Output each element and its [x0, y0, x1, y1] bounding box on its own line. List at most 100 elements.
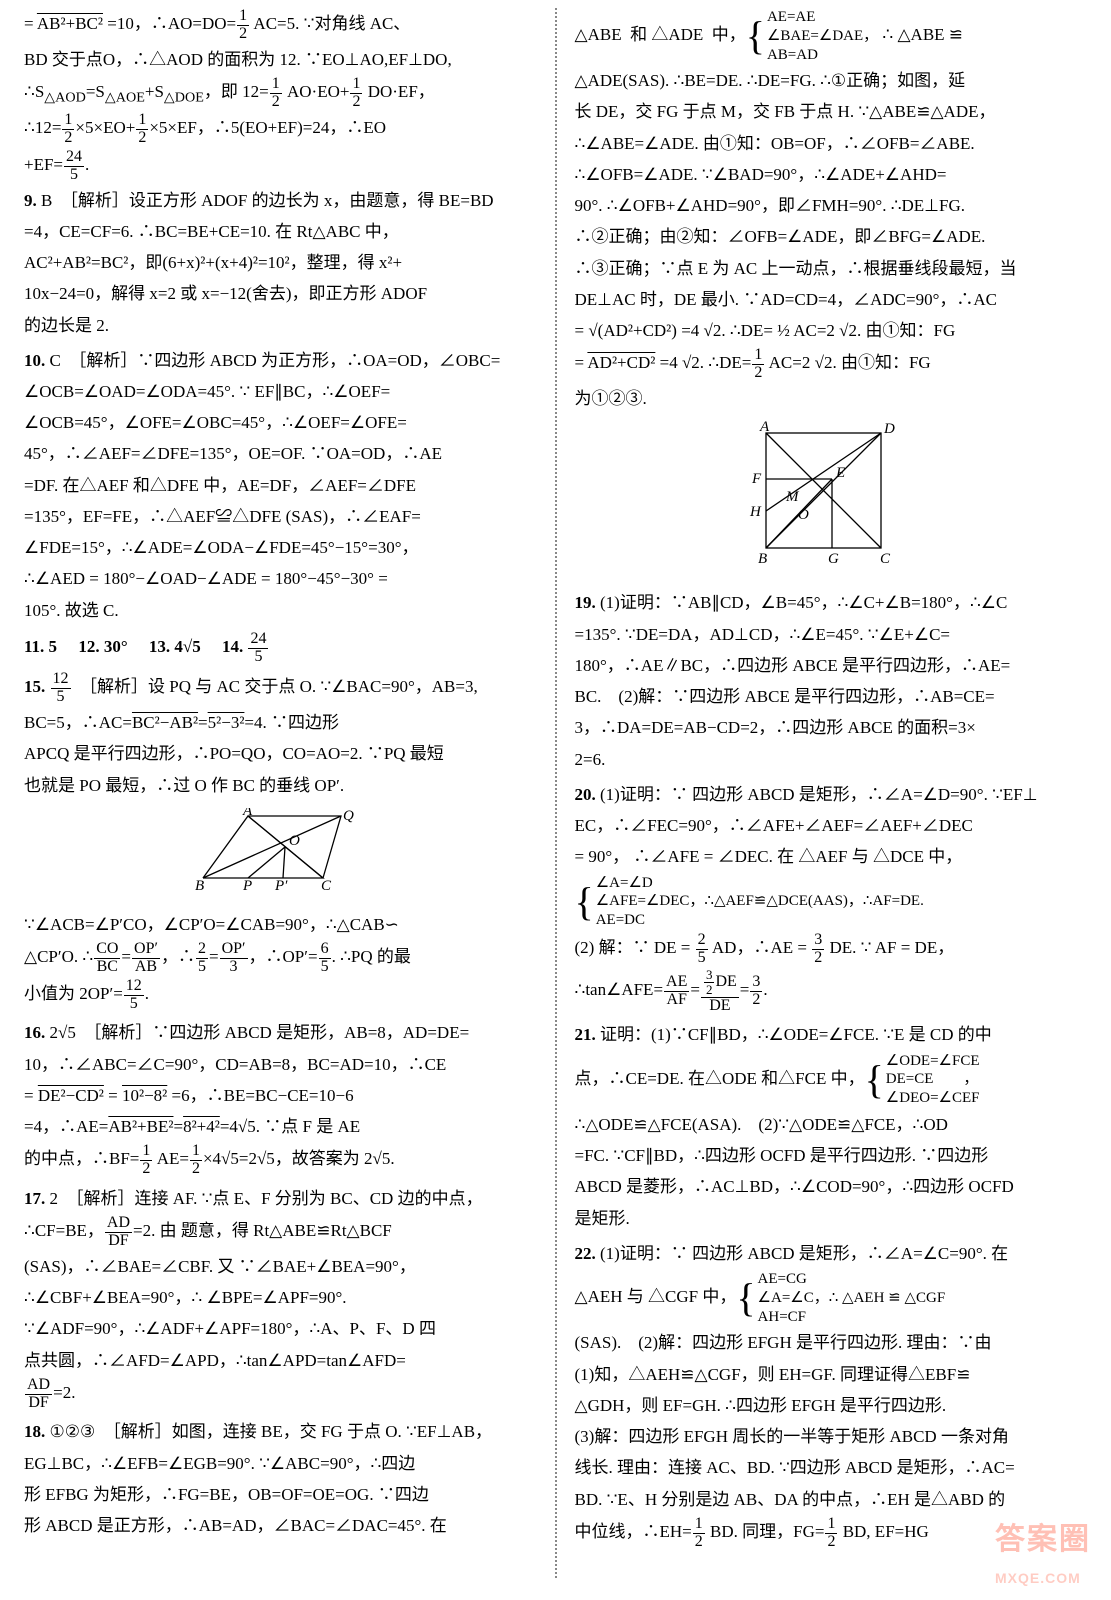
- q11-14: 11. 5 12. 30° 13. 4√5 14. 245: [24, 631, 537, 666]
- q21: 21. 证明：(1)∵CF∥BD，∴∠ODE=∠FCE. ∵E 是 CD 的中 …: [575, 1020, 1088, 1232]
- line: BC. (2)解：∵四边形 ABCE 是平行四边形，∴AB=CE=: [575, 682, 1088, 711]
- line: = 90°， ∴∠AFE = ∠DEC. 在 △AEF 与 △DCE 中，: [575, 842, 1088, 871]
- line: ∵四边形 ABCD 是矩形，AB=8，AD=DE=: [152, 1023, 469, 1042]
- line: 连接 AF. ∵点 E、F 分别为 BC、CD 边的中点，: [135, 1189, 483, 1208]
- line: = √(AD²+CD²) =4 √2. ∴DE= ½ AC=2 √2. 由①知：…: [575, 316, 1088, 345]
- q13: 13. 4√5: [149, 637, 201, 656]
- qnum: 18.: [24, 1422, 45, 1441]
- cont18-line: △ABE 和 △ADE 中，{AE=AE∠BAE=∠DAE，AB=AD ∴ △A…: [575, 8, 1088, 64]
- svg-text:B: B: [195, 878, 204, 893]
- qnum: 17.: [24, 1189, 45, 1208]
- line: 线长. 理由：连接 AC、BD. ∵四边形 ABCD 是矩形，∴AC=: [575, 1453, 1088, 1482]
- answer: B: [41, 191, 52, 210]
- line: (SAS). (2)解：四边形 EFGH 是平行四边形. 理由：∵由: [575, 1328, 1088, 1357]
- line: =135°，EF=FE，∴△AEF≌△DFE (SAS)，∴∠EAF=: [24, 502, 537, 531]
- qnum: 20.: [575, 785, 596, 804]
- line: =4，∴AE=AB²+BE²=8²+4²=4√5. ∵点 F 是 AE: [24, 1112, 537, 1141]
- q16: 16. 2√5 ［解析］∵四边形 ABCD 是矩形，AB=8，AD=DE= 10…: [24, 1018, 537, 1178]
- svg-text:F: F: [751, 471, 762, 487]
- line: 点共圆，∴∠AFD=∠APD，∴tan∠APD=tan∠AFD=: [24, 1346, 537, 1375]
- line: 180°，∴AE∥BC，∴四边形 ABCE 是平行四边形，∴AE=: [575, 651, 1088, 680]
- left-column: = AB²+BC² =10，∴AO=DO=12 AC=5. ∵对角线 AC、 B…: [24, 8, 555, 1600]
- line: ∴②正确；由②知：∠OFB=∠ADE，即∠BFG=∠ADE.: [575, 222, 1088, 251]
- two-column-layout: = AB²+BC² =10，∴AO=DO=12 AC=5. ∵对角线 AC、 B…: [24, 8, 1087, 1600]
- line: 也就是 PO 最短，∴过 O 作 BC 的垂线 OP′.: [24, 771, 537, 800]
- line: 2=6.: [575, 745, 1088, 774]
- svg-text:M: M: [785, 489, 800, 505]
- svg-text:O: O: [289, 833, 300, 849]
- answer: C: [50, 351, 61, 370]
- svg-text:B: B: [758, 551, 767, 567]
- line: 证明：(1)∵CF∥BD，∴∠ODE=∠FCE. ∵E 是 CD 的中: [600, 1025, 992, 1044]
- line: (SAS)，∴∠BAE=∠CBF. 又 ∵∠BAE+∠BEA=90°，: [24, 1252, 537, 1281]
- line: BC=5，∴AC=BC²−AB²=5²−3²=4. ∵四边形: [24, 708, 537, 737]
- analysis-label: ［解析］: [69, 191, 129, 210]
- line: (1)证明：∵ 四边形 ABCD 是矩形，∴∠A=∠D=90°. ∵EF⊥: [600, 785, 1038, 804]
- intro-line: = AB²+BC² =10，∴AO=DO=12 AC=5. ∵对角线 AC、: [24, 8, 537, 43]
- line: ∵∠ACB=∠P′CO，∠CP′O=∠CAB=90°，∴△CAB∽: [24, 910, 537, 939]
- analysis-label: ［解析］: [89, 678, 149, 697]
- svg-text:H: H: [749, 504, 762, 520]
- line: ∴△ODE≌△FCE(ASA). (2)∵△ODE≌△FCE，∴OD: [575, 1110, 1088, 1139]
- q15: 15. 125 ［解析］设 PQ 与 AC 交于点 O. ∵∠BAC=90°，A…: [24, 671, 537, 1012]
- analysis-label: ［解析］: [78, 351, 138, 370]
- qnum: 22.: [575, 1244, 596, 1263]
- qnum: 16.: [24, 1023, 45, 1042]
- svg-text:D: D: [883, 421, 895, 437]
- line: 的边长是 2.: [24, 311, 537, 340]
- line: 105°. 故选 C.: [24, 596, 537, 625]
- line: 为①②③.: [575, 384, 1088, 413]
- q10: 10. C ［解析］∵四边形 ABCD 为正方形，∴OA=OD，∠OBC= ∠O…: [24, 346, 537, 625]
- line: 如图，连接 BE，交 FG 于点 O. ∵EF⊥AB，: [172, 1422, 492, 1441]
- line: (1)知，△AEH≌△CGF，则 EH=GF. 同理证得△EBF≌: [575, 1360, 1088, 1389]
- line: 形 EFBG 为矩形，∴FG=BE，OB=OF=OE=OG. ∵四边: [24, 1480, 537, 1509]
- line: ∴∠AED = 180°−∠OAD−∠ADE = 180°−45°−30° =: [24, 564, 537, 593]
- line: 长 DE，交 FG 于点 M，交 FB 于点 H. ∵△ABE≌△ADE，: [575, 97, 1088, 126]
- svg-text:P: P: [242, 878, 252, 893]
- line: EC，∴∠FEC=90°，∴∠AFE+∠AEF=∠AEF+∠DEC: [575, 811, 1088, 840]
- line: ∵四边形 ABCD 为正方形，∴OA=OD，∠OBC=: [137, 351, 500, 370]
- q12: 12. 30°: [78, 637, 127, 656]
- line: △CP′O. ∴COBC=OP′AB，∴25=OP′3，∴OP′=65. ∴PQ…: [24, 941, 537, 976]
- intro-line: +EF=245.: [24, 149, 537, 184]
- line: ∵∠ADF=90°，∴∠ADF+∠APF=180°，∴A、P、F、D 四: [24, 1314, 537, 1343]
- q22: 22. (1)证明：∵ 四边形 ABCD 是矩形，∴∠A=∠C=90°. 在 △…: [575, 1239, 1088, 1550]
- line: ∴CF=BE，ADDF=2. 由 题意，得 Rt△ABE≌Rt△BCF: [24, 1215, 537, 1250]
- line: EG⊥BC，∴∠EFB=∠EGB=90°. ∵∠ABC=90°，∴四边: [24, 1449, 537, 1478]
- line: 是矩形.: [575, 1204, 1088, 1233]
- line: DE⊥AC 时，DE 最小. ∵AD=CD=4，∠ADC=90°，∴AC: [575, 285, 1088, 314]
- line: APCQ 是平行四边形，∴PO=QO，CO=AO=2. ∵PQ 最短: [24, 739, 537, 768]
- right-column: △ABE 和 △ADE 中，{AE=AE∠BAE=∠DAE，AB=AD ∴ △A…: [557, 8, 1088, 1600]
- q9: 9. B ［解析］设正方形 ADOF 的边长为 x，由题意，得 BE=BD =4…: [24, 186, 537, 340]
- svg-text:Q: Q: [343, 808, 354, 824]
- intro-line: ∴S△AOD=S△AOE+S△DOE，即 12=12 AO·EO+12 DO·E…: [24, 76, 537, 111]
- svg-text:C: C: [880, 551, 891, 567]
- line: ∴tan∠AFE=AEAF=32DEDE=32.: [575, 968, 1088, 1014]
- qnum: 15.: [24, 678, 45, 697]
- line: =FC. ∵CF∥BD，∴四边形 OCFD 是平行四边形. ∵四边形: [575, 1141, 1088, 1170]
- line: ∠OCB=45°，∠OFE=∠OBC=45°，∴∠OEF=∠OFE=: [24, 408, 537, 437]
- svg-text:A: A: [242, 808, 253, 819]
- line: =135°. ∵DE=DA，AD⊥CD，∴∠E=45°. ∵∠E+∠C=: [575, 620, 1088, 649]
- qnum: 10.: [24, 351, 45, 370]
- line: 中位线，∴EH=12 BD. 同理，FG=12 BD, EF=HG: [575, 1516, 1088, 1551]
- line: 10x−24=0，解得 x=2 或 x=−12(舍去)，即正方形 ADOF: [24, 279, 537, 308]
- answer: 2: [50, 1189, 59, 1208]
- q17: 17. 2 ［解析］连接 AF. ∵点 E、F 分别为 BC、CD 边的中点， …: [24, 1184, 537, 1411]
- brace-line: △AEH 与 △CGF 中，{AE=CG∠A=∠C，∴ △AEH ≌ △CGFA…: [575, 1270, 1088, 1326]
- line: AC²+AB²=BC²，即(6+x)²+(x+4)²=10²，整理，得 x²+: [24, 248, 537, 277]
- analysis-label: ［解析］: [93, 1023, 153, 1042]
- svg-text:C: C: [321, 878, 332, 893]
- svg-text:G: G: [828, 551, 839, 567]
- line: 设正方形 ADOF 的边长为 x，由题意，得 BE=BD: [129, 191, 494, 210]
- line: =4，CE=CF=6. ∴BC=BE+CE=10. 在 Rt△ABC 中，: [24, 217, 537, 246]
- svg-text:P′: P′: [274, 878, 288, 893]
- svg-text:A: A: [759, 421, 770, 435]
- line: = AD²+CD² =4 √2. ∴DE=12 AC=2 √2. 由①知：FG: [575, 347, 1088, 382]
- line: 的中点，∴BF=12 AE=12×4√5=2√5，故答案为 2√5.: [24, 1143, 537, 1178]
- line: ∴∠OFB=∠ADE. ∵∠BAD=90°，∴∠ADE+∠AHD=: [575, 160, 1088, 189]
- analysis-label: ［解析］: [75, 1189, 135, 1208]
- q14-val: 245: [248, 631, 268, 666]
- line: 45°，∴∠AEF=∠DFE=135°，OE=OF. ∵OA=OD，∴AE: [24, 439, 537, 468]
- analysis-label: ［解析］: [112, 1422, 172, 1441]
